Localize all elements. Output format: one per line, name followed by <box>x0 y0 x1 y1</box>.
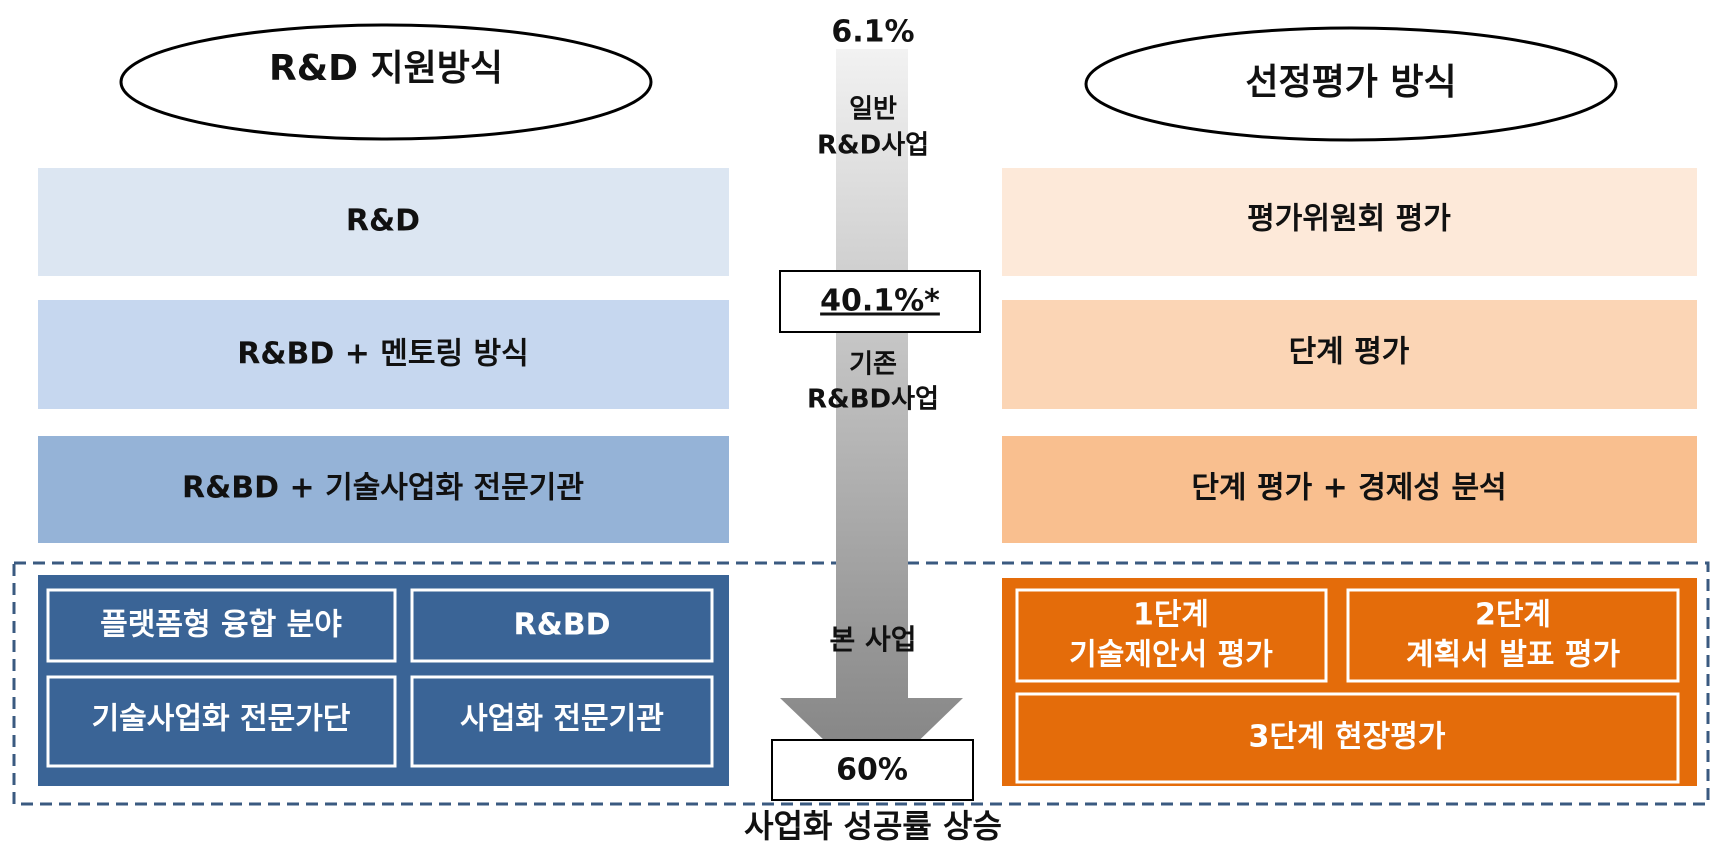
row-box <box>38 168 729 276</box>
row-label: R&BD + 기술사업화 전문기관 <box>182 471 584 506</box>
row-box <box>1002 436 1697 543</box>
panel-box <box>46 675 397 768</box>
row-box <box>38 300 729 409</box>
right-ellipse <box>1084 26 1618 142</box>
arrow-label: 본 사업 <box>829 623 916 656</box>
panel-box <box>410 588 714 663</box>
panel-box <box>410 675 714 768</box>
row-box <box>1002 300 1697 409</box>
row-label: 단계 평가 <box>1289 335 1410 370</box>
row-box <box>1002 168 1697 276</box>
rate-label: 60% <box>836 753 908 788</box>
panel-label: 사업화 전문기관 <box>460 702 664 737</box>
panel-label: 기술사업화 전문가단 <box>92 702 351 737</box>
rate-label: 6.1% <box>831 15 914 50</box>
panel-box <box>1346 588 1680 683</box>
down-arrow <box>780 49 963 786</box>
panel-label: 기술제안서 평가 <box>1069 638 1273 673</box>
arrow-label: R&BD사업 <box>807 385 939 415</box>
caption: 사업화 성공률 상승 <box>744 807 1002 845</box>
panel-label: 3단계 현장평가 <box>1249 720 1446 755</box>
arrow-label: R&D사업 <box>817 131 929 161</box>
panel-box <box>1015 692 1680 784</box>
panel-box <box>46 588 397 663</box>
row-label: 단계 평가 + 경제성 분석 <box>1191 471 1506 506</box>
left-ellipse <box>119 23 653 141</box>
row-label: R&BD + 멘토링 방식 <box>237 337 529 372</box>
row-label: R&D <box>346 204 420 239</box>
right-title: 선정평가 방식 <box>1245 62 1456 103</box>
rate-label: 40.1%* <box>820 284 940 319</box>
panel-label: 2단계 <box>1475 598 1551 633</box>
panel-label: R&BD <box>513 608 610 643</box>
panel-box <box>1015 588 1328 683</box>
row-label: 평가위원회 평가 <box>1247 202 1451 237</box>
panel-label: 1단계 <box>1133 598 1209 633</box>
arrow-label: 기존 <box>849 350 897 380</box>
arrow-label: 일반 <box>849 95 897 125</box>
panel-label: 플랫폼형 융합 분야 <box>100 608 342 643</box>
panel-label: 계획서 발표 평가 <box>1406 638 1620 673</box>
rate-box <box>771 739 974 801</box>
rate-box <box>779 270 981 333</box>
blue-panel <box>38 575 729 786</box>
row-box <box>38 436 729 543</box>
left-title: R&D 지원방식 <box>269 48 503 89</box>
